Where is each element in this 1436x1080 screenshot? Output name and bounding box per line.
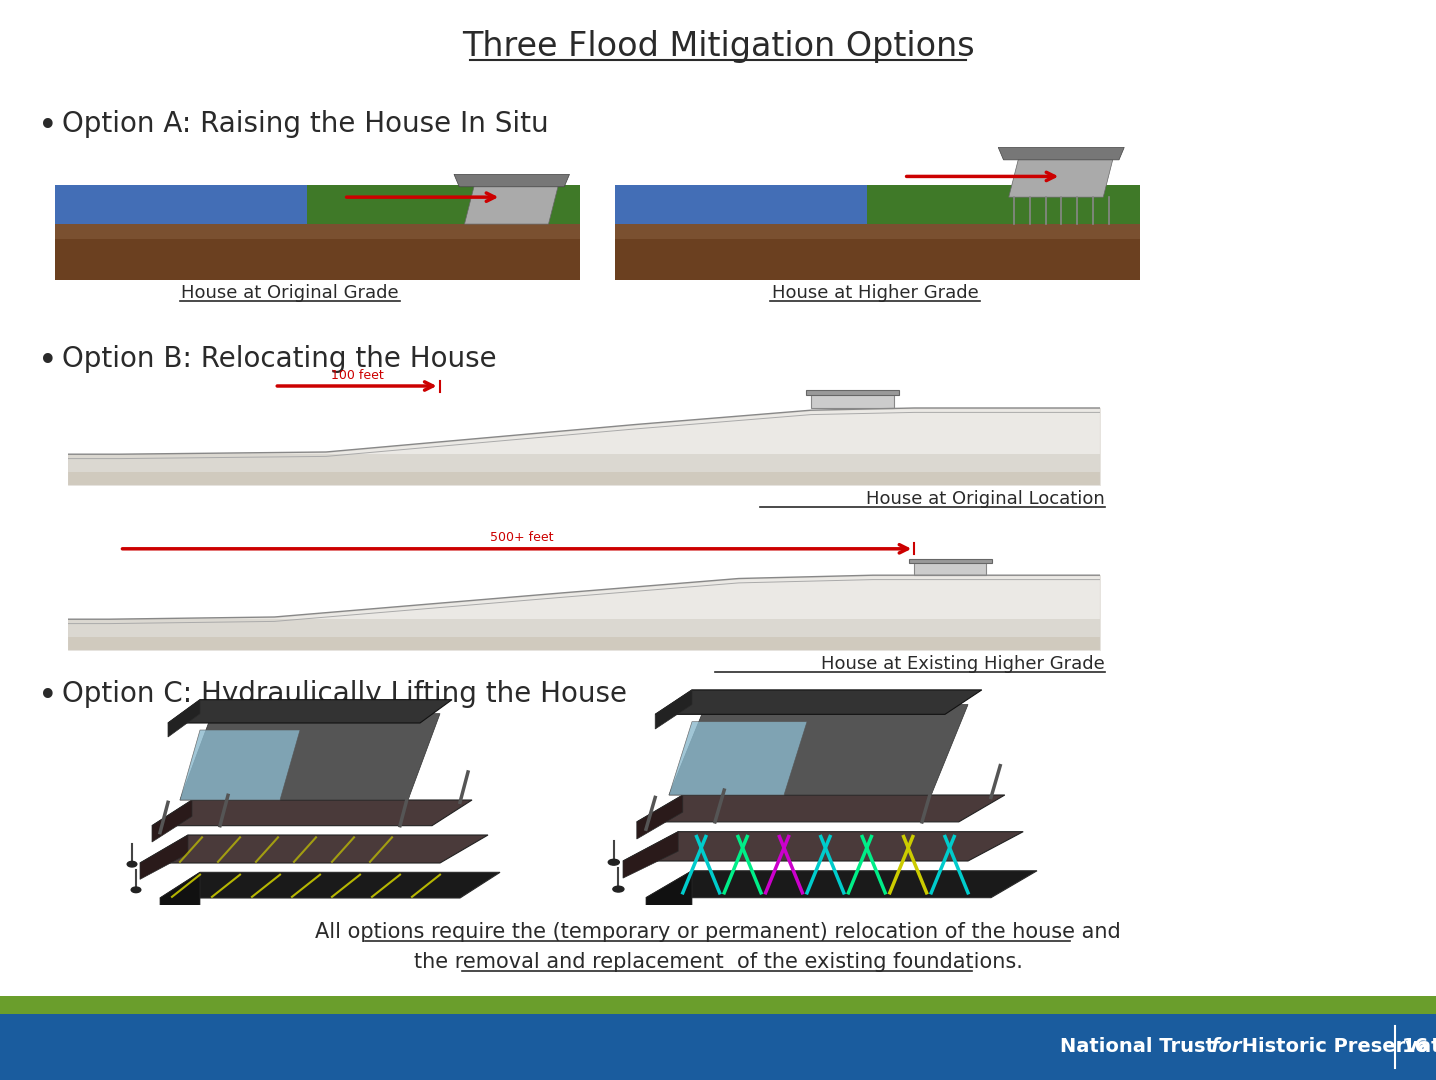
Bar [0,1014,1436,1080]
Polygon shape [669,721,807,795]
Bar [915,561,987,576]
Polygon shape [139,835,488,863]
Text: for: for [1211,1038,1242,1056]
Circle shape [131,887,141,893]
Polygon shape [646,870,1037,897]
Polygon shape [454,174,570,187]
Text: House at Existing Higher Grade: House at Existing Higher Grade [821,654,1104,673]
Text: •: • [37,110,57,143]
Bar [67,619,1100,650]
Text: House at Original Location: House at Original Location [866,490,1104,508]
Bar [806,390,899,395]
Text: 16: 16 [1402,1038,1429,1056]
Bar [909,559,992,563]
Text: All options require the (temporary or permanent) relocation of the house and: All options require the (temporary or pe… [314,922,1122,942]
Polygon shape [623,832,1024,861]
Polygon shape [615,224,1140,239]
Bar [67,472,1100,485]
Bar [811,393,893,408]
Bar [67,455,1100,485]
Polygon shape [152,800,472,826]
Text: •: • [37,345,57,378]
Polygon shape [168,700,200,737]
Polygon shape [655,690,982,714]
Text: the removal and replacement  of the existing foundations.: the removal and replacement of the exist… [414,951,1022,972]
Polygon shape [636,795,682,839]
Polygon shape [646,870,692,913]
Polygon shape [139,835,188,879]
Polygon shape [655,690,692,729]
Text: Option B: Relocating the House: Option B: Relocating the House [62,345,497,373]
Text: House at Higher Grade: House at Higher Grade [771,284,978,302]
Polygon shape [998,148,1124,160]
Polygon shape [615,239,1140,280]
Polygon shape [623,832,678,878]
Text: Option C: Hydraulically Lifting the House: Option C: Hydraulically Lifting the Hous… [62,680,628,708]
Text: House at Original Grade: House at Original Grade [181,284,399,302]
Text: Option A: Raising the House In Situ: Option A: Raising the House In Situ [62,110,549,138]
Polygon shape [180,730,300,800]
Polygon shape [159,873,200,912]
Polygon shape [180,714,439,800]
Circle shape [613,887,623,892]
Polygon shape [168,700,452,723]
Polygon shape [152,800,192,842]
Polygon shape [867,185,1140,224]
Text: National Trust: National Trust [1060,1038,1222,1056]
Circle shape [609,860,619,865]
Polygon shape [615,185,867,224]
Polygon shape [55,185,307,224]
Text: 100 feet: 100 feet [330,368,383,381]
Polygon shape [55,239,580,280]
Text: Three Flood Mitigation Options: Three Flood Mitigation Options [462,30,974,63]
Text: 500+ feet: 500+ feet [490,531,554,544]
Polygon shape [159,873,500,897]
Polygon shape [636,795,1005,822]
Polygon shape [669,704,968,795]
Polygon shape [55,224,580,239]
Polygon shape [307,185,580,224]
Polygon shape [464,183,559,224]
Bar [0,996,1436,1014]
Circle shape [128,862,136,867]
Text: Historic Preservation: Historic Preservation [1235,1038,1436,1056]
Text: •: • [37,680,57,713]
Polygon shape [1008,156,1114,198]
Bar [67,637,1100,650]
